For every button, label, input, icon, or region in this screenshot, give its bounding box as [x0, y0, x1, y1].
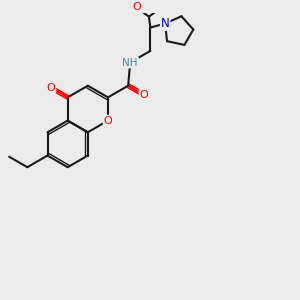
- Text: NH: NH: [122, 58, 138, 68]
- Text: O: O: [46, 83, 55, 93]
- Text: N: N: [161, 17, 170, 30]
- Text: O: O: [140, 90, 148, 100]
- Text: O: O: [103, 116, 112, 126]
- Text: O: O: [132, 2, 141, 11]
